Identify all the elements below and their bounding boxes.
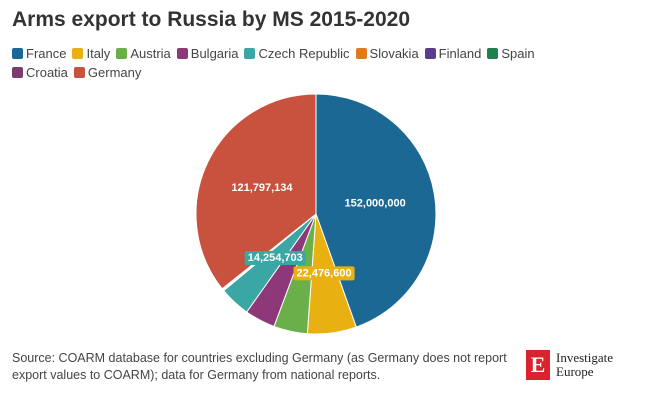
legend-swatch: [116, 48, 128, 59]
legend-swatch: [72, 48, 84, 59]
legend-item: France: [12, 46, 66, 61]
legend-item: Slovakia: [355, 46, 419, 61]
legend-label: France: [26, 46, 67, 61]
legend-label: Slovakia: [369, 46, 419, 61]
legend-label: Germany: [87, 65, 142, 80]
legend-swatch: [244, 48, 256, 59]
logo: E Investigate Europe: [526, 350, 613, 380]
data-label: 22,476,600: [297, 267, 352, 279]
legend-item: Germany: [73, 65, 142, 80]
legend-item: Finland: [424, 46, 482, 61]
legend-swatch: [12, 48, 23, 59]
source-note: Source: COARM database for countries exc…: [12, 351, 507, 382]
logo-text: Investigate Europe: [556, 351, 613, 379]
legend-label: Spain: [501, 46, 535, 61]
legend-swatch: [73, 67, 85, 78]
legend-item: Italy: [72, 46, 110, 61]
data-label: 152,000,000: [345, 198, 406, 210]
legend-swatch: [176, 48, 188, 59]
legend-label: Italy: [86, 46, 111, 61]
legend-swatch: [424, 48, 436, 59]
legend-label: Croatia: [26, 65, 68, 80]
logo-line: Europe: [556, 364, 594, 379]
legend-item: Croatia: [12, 65, 68, 80]
legend-swatch: [355, 48, 367, 59]
data-label: 14,254,703: [248, 252, 303, 264]
logo-mark: E: [526, 350, 550, 380]
legend-item: Spain: [487, 46, 535, 61]
legend-label: Austria: [130, 46, 171, 61]
legend-swatch: [487, 48, 499, 59]
legend-item: Bulgaria: [176, 46, 239, 61]
data-label-group: 121,797,134: [231, 182, 293, 194]
legend-label: Czech Republic: [258, 46, 350, 61]
data-label-group: 14,254,703: [244, 250, 306, 265]
legend-label: Bulgaria: [190, 46, 239, 61]
logo-line: Investigate: [556, 350, 614, 365]
chart-title: Arms export to Russia by MS 2015-2020: [12, 8, 410, 31]
data-label-group: 152,000,000: [345, 198, 406, 210]
legend-swatch: [12, 67, 23, 78]
data-label-box: [293, 266, 355, 281]
legend-item: Czech Republic: [244, 46, 350, 61]
legend-label: Finland: [438, 46, 482, 61]
pie-slice: [195, 93, 317, 290]
data-label-group: 22,476,600: [293, 266, 355, 281]
legend-item: Austria: [116, 46, 171, 61]
data-label: 121,797,134: [231, 182, 293, 194]
data-label-box: [244, 250, 306, 265]
legend: France Italy Austria Bulgaria Czech Republic…: [12, 46, 592, 80]
